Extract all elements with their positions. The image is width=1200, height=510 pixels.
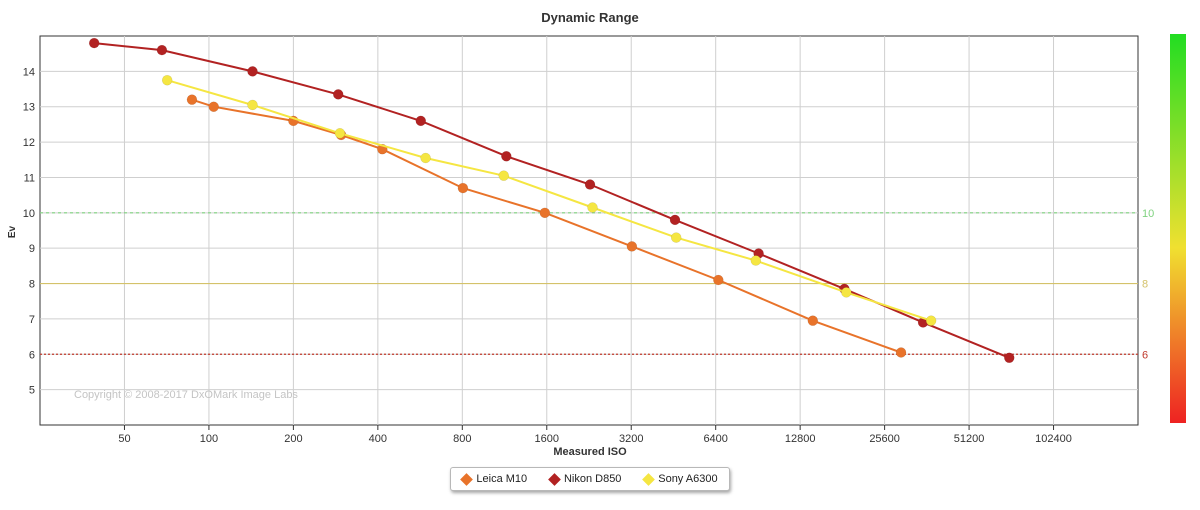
reference-label-10: 10 [1142, 208, 1154, 220]
y-tick-label: 11 [24, 172, 35, 184]
data-point-sony-a6300 [670, 232, 682, 243]
data-point-nikon-d850 [501, 150, 512, 162]
legend-marker-icon [460, 472, 474, 486]
data-point-sony-a6300 [247, 99, 258, 111]
x-tick-label: 102400 [1035, 433, 1072, 445]
y-tick-label: 14 [23, 66, 35, 78]
data-point-sony-a6300 [161, 74, 173, 86]
legend-label: Leica M10 [476, 473, 528, 485]
data-point-sony-a6300 [841, 287, 852, 298]
y-tick-label: 6 [29, 349, 35, 361]
copyright-watermark: Copyright © 2008-2017 DxOMark Image Labs [74, 389, 298, 401]
data-point-nikon-d850 [332, 89, 344, 100]
y-axis-label: Ev [7, 225, 18, 238]
x-tick-labels: 50 100 200 400 800 1600 3200 6400 12800 25600 5120… [118, 433, 1072, 445]
x-tick-label: 25600 [869, 433, 900, 445]
data-point-leica-m10 [895, 347, 907, 358]
x-axis-label: Measured ISO [553, 446, 627, 458]
x-tick-label: 3200 [619, 433, 643, 445]
data-point-sony-a6300 [420, 152, 431, 164]
dynamic-range-colorbar [1170, 34, 1186, 423]
y-tick-label: 13 [23, 102, 35, 114]
chart-title: Dynamic Range [541, 10, 639, 25]
series-line-nikon-d850 [94, 42, 1010, 359]
y-tick-label: 12 [23, 137, 35, 149]
data-point-leica-m10 [208, 101, 219, 112]
legend-label: Nikon D850 [563, 473, 622, 485]
x-tick-label: 800 [453, 433, 471, 445]
legend-marker-icon [642, 472, 656, 486]
reference-label-6: 6 [1142, 349, 1148, 361]
data-point-nikon-d850 [247, 66, 258, 77]
x-tick-label: 400 [369, 433, 387, 445]
y-tick-labels: 5 6 7 8 9 10 11 12 13 14 [23, 66, 35, 396]
x-tick-label: 100 [200, 433, 218, 445]
legend-marker-icon [548, 472, 561, 486]
x-tick-label: 6400 [703, 433, 727, 445]
data-point-sony-a6300 [925, 315, 937, 326]
series-lines [88, 37, 1015, 364]
data-point-leica-m10 [713, 274, 724, 286]
x-tick-label: 200 [284, 433, 302, 445]
data-point-nikon-d850 [1004, 352, 1015, 364]
x-tick-label: 51200 [954, 433, 985, 445]
y-tick-label: 7 [29, 314, 35, 326]
data-point-nikon-d850 [156, 44, 168, 56]
data-point-leica-m10 [626, 241, 638, 252]
data-point-nikon-d850 [88, 37, 100, 49]
data-point-sony-a6300 [750, 255, 762, 266]
y-tick-label: 9 [29, 243, 35, 255]
y-tick-label: 5 [29, 385, 35, 397]
legend-item-leica-m10[interactable]: Leica M10 [460, 472, 528, 486]
reference-label-8: 8 [1142, 279, 1148, 291]
legend-item-sony-a6300[interactable]: Sony A6300 [642, 472, 718, 486]
reference-lines: 10 8 6 [40, 208, 1154, 361]
legend-label: Sony A6300 [658, 473, 718, 485]
data-point-leica-m10 [186, 94, 198, 105]
series-line-sony-a6300 [166, 79, 932, 322]
data-point-nikon-d850 [584, 179, 596, 190]
data-point-sony-a6300 [587, 202, 598, 213]
series-sony-a6300 [161, 74, 937, 326]
data-point-leica-m10 [807, 315, 819, 326]
legend-item-nikon-d850[interactable]: Nikon D850 [548, 472, 622, 486]
data-point-nikon-d850 [669, 214, 681, 226]
data-point-leica-m10 [539, 207, 551, 219]
x-tick-label: 12800 [785, 433, 816, 445]
y-tick-label: 8 [29, 279, 35, 291]
y-tick-label: 10 [23, 208, 35, 220]
data-point-nikon-d850 [415, 115, 427, 127]
x-tick-label: 1600 [535, 433, 559, 445]
chart-legend: Leica M10 Nikon D850 Sony A6300 [450, 467, 730, 491]
grid-lines [40, 36, 1138, 430]
data-point-sony-a6300 [334, 128, 346, 139]
data-point-sony-a6300 [498, 170, 509, 181]
data-point-leica-m10 [457, 182, 469, 194]
x-tick-label: 50 [118, 433, 130, 445]
